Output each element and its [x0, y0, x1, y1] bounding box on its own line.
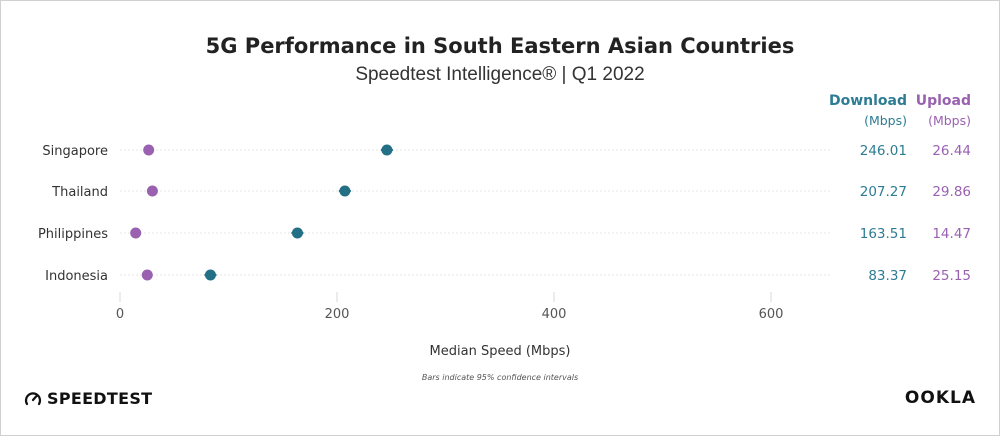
upload-column-unit: (Mbps) [928, 113, 971, 128]
download-point [291, 227, 303, 239]
gauge-icon [24, 391, 42, 405]
upload-value-label: 14.47 [932, 226, 971, 242]
download-column-header: Download (Mbps) [829, 92, 907, 130]
upload-point [146, 185, 158, 197]
upload-column-label: Upload [915, 93, 971, 109]
download-value-label: 163.51 [860, 226, 907, 242]
x-tick-label: 600 [759, 307, 784, 322]
speedtest-wordmark: SPEEDTEST [47, 389, 153, 408]
download-value-label: 246.01 [860, 143, 907, 159]
upload-value-label: 29.86 [932, 184, 971, 200]
category-label: Singapore [42, 144, 108, 159]
upload-point [141, 269, 153, 281]
x-tick-label: 400 [542, 307, 567, 322]
download-value-label: 207.27 [860, 184, 907, 200]
upload-column-header: Upload (Mbps) [916, 92, 971, 130]
category-label: Thailand [51, 185, 108, 200]
x-tick-label: 0 [116, 307, 124, 322]
chart-subtitle: Speedtest Intelligence® | Q1 2022 [355, 64, 645, 85]
x-tick-label: 200 [325, 307, 350, 322]
download-point [204, 269, 216, 281]
download-point [381, 144, 393, 156]
category-label: Indonesia [45, 269, 108, 284]
upload-value-label: 26.44 [932, 143, 971, 159]
upload-point [130, 227, 142, 239]
ookla-logo: OOKLA [904, 388, 976, 408]
category-label: Philippines [38, 227, 108, 242]
download-value-label: 83.37 [868, 268, 907, 284]
x-axis-title: Median Speed (Mbps) [429, 344, 571, 359]
download-column-unit: (Mbps) [864, 113, 907, 128]
upload-point [143, 144, 155, 156]
confidence-note: Bars indicate 95% confidence intervals [421, 373, 579, 382]
download-point [339, 185, 351, 197]
upload-value-label: 25.15 [932, 268, 971, 284]
speedtest-logo: SPEEDTEST [24, 389, 152, 408]
download-column-label: Download [828, 93, 907, 109]
chart-title: 5G Performance in South Eastern Asian Co… [205, 34, 795, 58]
